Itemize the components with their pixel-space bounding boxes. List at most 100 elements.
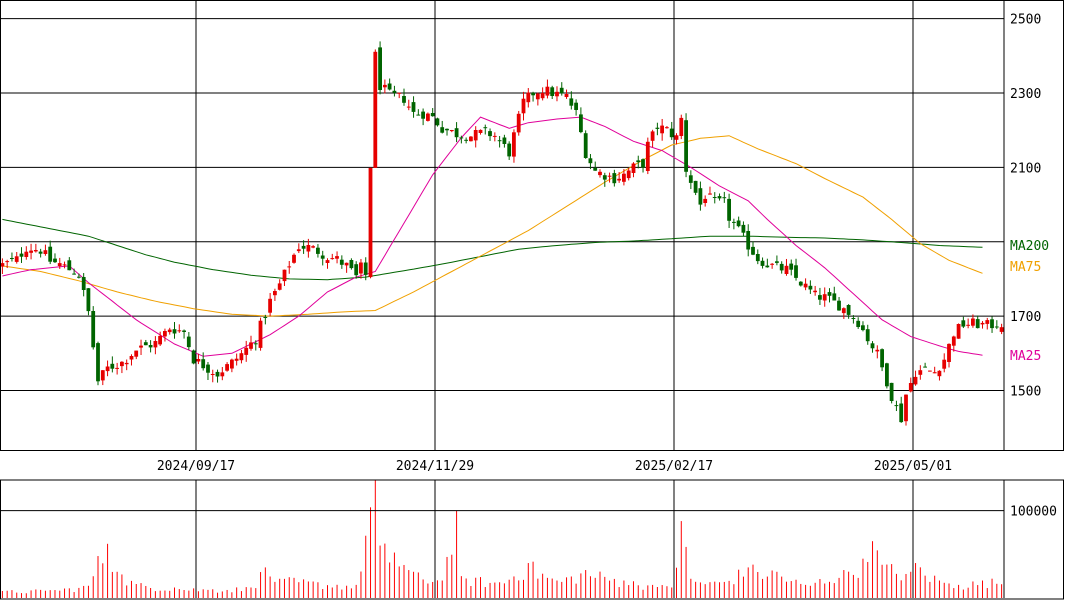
candle-body bbox=[469, 136, 473, 142]
ma75-line bbox=[2, 135, 983, 317]
candle-body bbox=[512, 132, 516, 157]
candle-body bbox=[406, 106, 411, 108]
candle-body bbox=[712, 197, 717, 198]
candle-body bbox=[0, 263, 5, 267]
candle-body bbox=[215, 371, 220, 377]
candle-body bbox=[870, 343, 875, 349]
candle-body bbox=[416, 114, 421, 116]
candle-body bbox=[411, 102, 416, 112]
candle-body bbox=[789, 263, 794, 270]
candle-body bbox=[53, 258, 57, 263]
candle-body bbox=[622, 173, 626, 182]
candle-body bbox=[535, 93, 540, 100]
candle-body bbox=[148, 345, 153, 348]
candle-body bbox=[598, 171, 602, 176]
candle-body bbox=[951, 336, 956, 346]
candle-body bbox=[602, 175, 607, 180]
candle-body bbox=[268, 298, 272, 313]
candle-body bbox=[478, 129, 483, 133]
candle-body bbox=[717, 196, 722, 199]
candle-body bbox=[292, 254, 296, 263]
candle-body bbox=[435, 118, 440, 126]
candle-body bbox=[440, 127, 445, 133]
candle-body bbox=[531, 92, 535, 96]
candle-body bbox=[483, 127, 488, 129]
candle-body bbox=[865, 329, 870, 342]
candle-body bbox=[861, 325, 865, 331]
candle-body bbox=[497, 140, 502, 142]
candle-body bbox=[230, 359, 234, 369]
candle-body bbox=[5, 261, 10, 263]
candle-body bbox=[96, 343, 100, 382]
candle-body bbox=[779, 263, 784, 271]
candle-body bbox=[349, 260, 354, 269]
candle-body bbox=[134, 350, 139, 357]
candle-body bbox=[182, 330, 186, 332]
candle-body bbox=[822, 294, 827, 301]
candle-body bbox=[550, 87, 555, 96]
candle-body bbox=[105, 366, 110, 372]
candle-body bbox=[765, 265, 770, 268]
candle-body bbox=[732, 221, 736, 223]
candle-body bbox=[449, 130, 454, 132]
candle-body bbox=[775, 261, 779, 263]
candle-body bbox=[14, 256, 19, 262]
candle-body bbox=[273, 291, 277, 296]
candle-body bbox=[392, 90, 397, 93]
candle-body bbox=[846, 305, 851, 315]
candle-body bbox=[143, 342, 148, 346]
candle-body bbox=[841, 308, 846, 314]
candle-body bbox=[311, 246, 315, 248]
price-panel: 1500 1700 2100 2300 2500 2024/09/17 2024/11/29… bbox=[0, 0, 1049, 474]
candle-body bbox=[139, 345, 143, 348]
candle-body bbox=[253, 343, 258, 345]
candle-body bbox=[516, 113, 521, 133]
candle-body bbox=[760, 260, 765, 266]
candle-body bbox=[344, 262, 349, 266]
candle-body bbox=[249, 342, 253, 349]
ma-legend-label: MA200 bbox=[1010, 239, 1049, 254]
candle-body bbox=[918, 370, 923, 375]
candle-body bbox=[875, 349, 880, 352]
candle-body bbox=[932, 372, 937, 374]
candle-body bbox=[947, 343, 951, 362]
candle-body bbox=[316, 247, 320, 254]
ma-legend-label: MA75 bbox=[1010, 260, 1041, 275]
candle-body bbox=[239, 353, 244, 361]
candle-body bbox=[473, 130, 478, 141]
candle-body bbox=[81, 277, 86, 290]
candle-body bbox=[72, 273, 76, 275]
candle-body bbox=[320, 255, 325, 259]
candle-body bbox=[306, 245, 311, 252]
candle-body bbox=[889, 382, 894, 401]
date-tick-label: 2024/09/17 bbox=[157, 459, 235, 474]
candle-body bbox=[885, 363, 889, 387]
candle-body bbox=[966, 324, 970, 326]
candle-body bbox=[488, 131, 492, 137]
candle-body bbox=[617, 178, 621, 181]
candle-body bbox=[526, 92, 531, 103]
candle-body bbox=[301, 245, 306, 249]
candle-body bbox=[354, 264, 359, 276]
candle-body bbox=[167, 329, 172, 333]
price-tick-label: 1500 bbox=[1010, 384, 1041, 399]
candle-body bbox=[67, 260, 72, 271]
candle-body bbox=[129, 356, 134, 360]
candle-body bbox=[746, 231, 751, 250]
candle-body bbox=[851, 318, 856, 319]
candle-body bbox=[459, 137, 464, 139]
candle-body bbox=[698, 188, 703, 205]
price-frame bbox=[0, 0, 1064, 451]
candle-body bbox=[722, 197, 727, 199]
candle-body bbox=[655, 127, 660, 129]
candle-body bbox=[545, 86, 550, 96]
candle-body bbox=[363, 262, 368, 275]
candle-body bbox=[296, 249, 301, 252]
candle-body bbox=[277, 283, 282, 290]
candle-body bbox=[210, 374, 215, 375]
candle-body bbox=[650, 131, 655, 141]
date-tick-label: 2024/11/29 bbox=[396, 459, 474, 474]
candle-body bbox=[263, 317, 268, 318]
candle-body bbox=[727, 198, 731, 221]
candle-body bbox=[971, 318, 975, 326]
